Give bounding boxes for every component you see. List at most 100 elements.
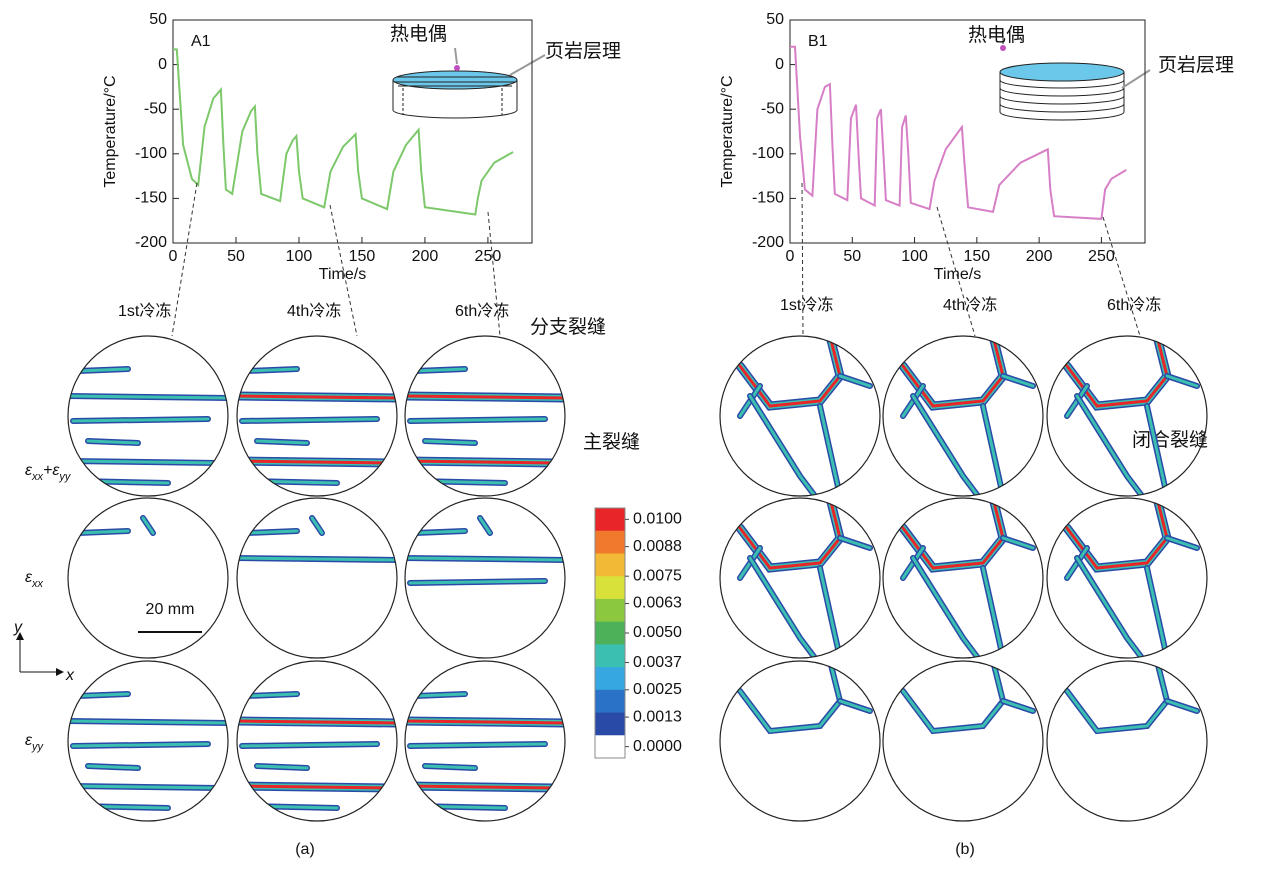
colorbar-label: 0.0037 — [633, 654, 682, 671]
crack — [237, 394, 397, 400]
x-tick-label: 200 — [1026, 248, 1053, 265]
colorbar-label: 0.0050 — [633, 624, 682, 641]
column-label: 4th冷冻 — [287, 302, 341, 320]
strain-field — [67, 335, 229, 497]
connector — [329, 204, 358, 337]
crack — [408, 579, 547, 585]
column-label: 6th冷冻 — [1107, 296, 1161, 314]
annotation: 分支裂缝 — [530, 316, 606, 338]
field-outline — [1046, 497, 1208, 659]
crack — [1165, 699, 1199, 713]
crack — [245, 479, 339, 485]
crack — [413, 804, 507, 810]
colorbar-cell — [595, 530, 625, 554]
colorbar-cell — [595, 689, 625, 714]
crack — [245, 804, 339, 810]
plot-frame — [789, 19, 1146, 244]
strain-content — [405, 691, 565, 811]
colorbar-cell — [595, 508, 625, 532]
y-tick-label: -50 — [144, 100, 167, 117]
strain-content — [1062, 498, 1200, 658]
annotation: 热电偶 — [968, 24, 1025, 46]
crack — [911, 394, 980, 496]
annotation: 页岩层理 — [1158, 54, 1234, 76]
strain-field — [236, 660, 398, 822]
row-label-part: ε — [25, 569, 33, 586]
x-tick-label: 50 — [843, 248, 861, 265]
colorbar-cell — [595, 644, 625, 668]
crack — [310, 516, 324, 535]
field-outline — [236, 660, 398, 822]
x-axis-label: Time/s — [934, 266, 981, 283]
crack — [76, 479, 170, 485]
strain-field — [404, 497, 566, 659]
y-tick-label: 0 — [775, 56, 784, 73]
crack — [911, 556, 980, 658]
x-tick-label: 250 — [475, 248, 502, 265]
crack — [255, 439, 309, 445]
strain-field — [882, 335, 1044, 497]
column-label: 1st冷冻 — [780, 296, 833, 314]
field-outline — [67, 497, 229, 659]
strain-field — [1046, 335, 1208, 497]
row-label-part: ε — [25, 732, 33, 749]
field-outline — [404, 497, 566, 659]
colorbar-label: 0.0025 — [633, 681, 682, 698]
y-tick-label: -100 — [135, 145, 167, 162]
annotation: 闭合裂缝 — [1132, 429, 1208, 451]
crack — [76, 804, 170, 810]
x-tick-label: 100 — [901, 248, 928, 265]
panel-label: (b) — [955, 841, 975, 858]
crack — [1075, 394, 1144, 496]
crack — [981, 566, 1005, 658]
crack — [405, 719, 565, 725]
connector — [171, 182, 198, 337]
crack — [838, 374, 872, 388]
annotation: 页岩层理 — [545, 40, 621, 62]
column-label: 6th冷冻 — [455, 302, 509, 320]
panel-label: (a) — [295, 841, 315, 858]
axis-name: y — [13, 619, 23, 636]
crack — [1075, 556, 1144, 658]
strain-field — [1046, 497, 1208, 659]
colorbar-label: 0.0100 — [633, 511, 682, 528]
y-tick-label: 50 — [766, 11, 784, 28]
strain-field — [404, 335, 566, 497]
colorbar-cell — [595, 598, 625, 623]
x-tick-label: 100 — [286, 248, 313, 265]
strain-content — [405, 366, 565, 486]
y-tick-label: -50 — [761, 100, 784, 117]
crack — [1065, 661, 1169, 733]
crack — [237, 719, 397, 725]
column-label: 1st冷冻 — [118, 302, 171, 320]
crack — [237, 784, 389, 790]
field-outline — [882, 660, 1044, 822]
strain-content — [405, 515, 565, 586]
strain-content — [68, 691, 228, 811]
crack — [423, 439, 477, 445]
strain-field — [404, 660, 566, 822]
y-tick-label: -150 — [752, 190, 784, 207]
crack — [1065, 498, 1169, 570]
crack — [71, 417, 210, 423]
crack — [738, 661, 842, 733]
crack — [240, 417, 379, 423]
strain-content — [1062, 336, 1200, 496]
x-tick-label: 250 — [1088, 248, 1115, 265]
inset-b — [999, 36, 1151, 121]
crack — [68, 459, 220, 465]
colorbar-cell — [595, 621, 625, 645]
row-label: εxx+εyy — [25, 462, 72, 483]
x-tick-label: 150 — [349, 248, 376, 265]
strain-field — [236, 497, 398, 659]
x-tick-label: 50 — [227, 248, 245, 265]
crack — [68, 394, 228, 400]
field-outline — [404, 335, 566, 497]
row-label-part: ε — [25, 462, 33, 479]
crack — [405, 556, 565, 562]
crack — [240, 742, 379, 748]
strain-field — [236, 335, 398, 497]
row-label: εxx — [25, 569, 44, 590]
crack — [1145, 404, 1169, 496]
